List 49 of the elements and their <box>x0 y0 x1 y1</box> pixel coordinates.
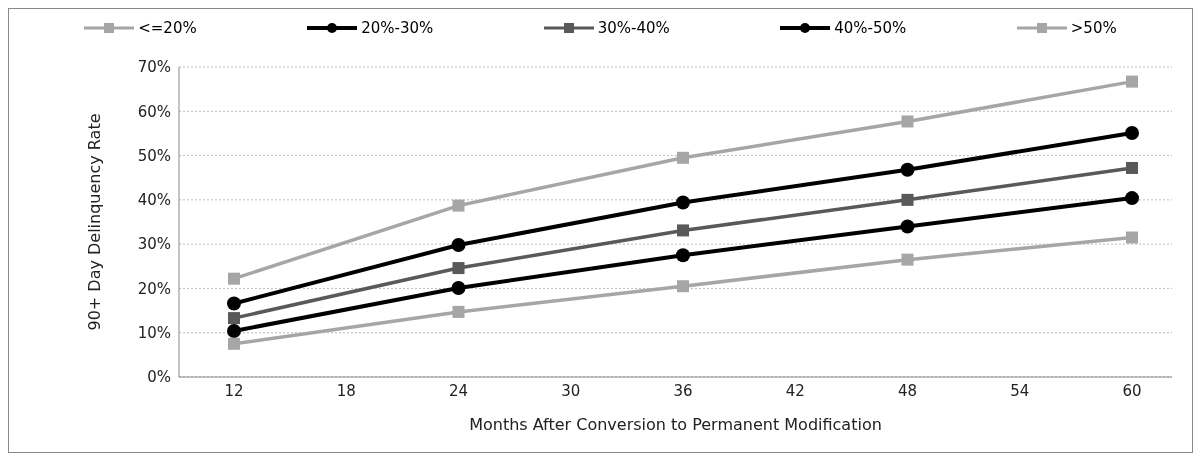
y-axis-title: 90+ Day Delinquency Rate <box>84 113 104 331</box>
y-tick-label: 30% <box>137 235 171 254</box>
y-tick-label: 10% <box>137 324 171 343</box>
point <box>900 162 915 177</box>
x-tick-label: 24 <box>448 381 469 400</box>
x-tick-label: 60 <box>1122 381 1142 400</box>
point <box>677 280 689 293</box>
y-tick-label: 0% <box>147 368 171 387</box>
legend-label: 20%-30% <box>361 19 434 37</box>
point <box>452 262 465 275</box>
point <box>676 248 690 263</box>
legend-label: 40%-50% <box>834 19 907 37</box>
point <box>227 296 241 311</box>
point <box>451 280 466 295</box>
x-tick-label: 42 <box>785 381 805 400</box>
point <box>228 312 240 325</box>
point <box>901 253 914 266</box>
point <box>901 115 914 128</box>
x-tick-label: 36 <box>673 381 693 400</box>
point <box>677 224 689 237</box>
point <box>900 219 915 234</box>
y-tick-label: 40% <box>137 191 171 210</box>
point <box>227 323 241 338</box>
y-tick-label: 60% <box>137 102 171 121</box>
point <box>677 151 689 164</box>
point <box>901 193 914 206</box>
point <box>228 272 240 285</box>
point <box>228 337 240 350</box>
y-tick-label: 20% <box>137 279 171 298</box>
y-tick-label: 50% <box>137 146 171 165</box>
x-tick-label: 30 <box>561 381 581 400</box>
point <box>676 195 690 210</box>
point <box>452 305 465 318</box>
x-tick-label: 12 <box>224 381 244 400</box>
point <box>451 238 466 253</box>
point <box>1125 191 1139 206</box>
point <box>1126 161 1138 174</box>
legend-label: <=20% <box>138 19 197 37</box>
point <box>452 199 465 212</box>
x-tick-label: 48 <box>897 381 918 400</box>
legend-label: 30%-40% <box>597 19 670 37</box>
point <box>1126 231 1138 244</box>
x-tick-label: 18 <box>336 381 356 400</box>
y-tick-label: 70% <box>137 58 171 77</box>
legend-label: >50% <box>1070 19 1117 37</box>
point <box>1125 125 1139 140</box>
point <box>1126 75 1138 88</box>
x-axis-title: Months After Conversion to Permanent Modification <box>469 415 882 434</box>
x-tick-label: 54 <box>1010 381 1030 400</box>
